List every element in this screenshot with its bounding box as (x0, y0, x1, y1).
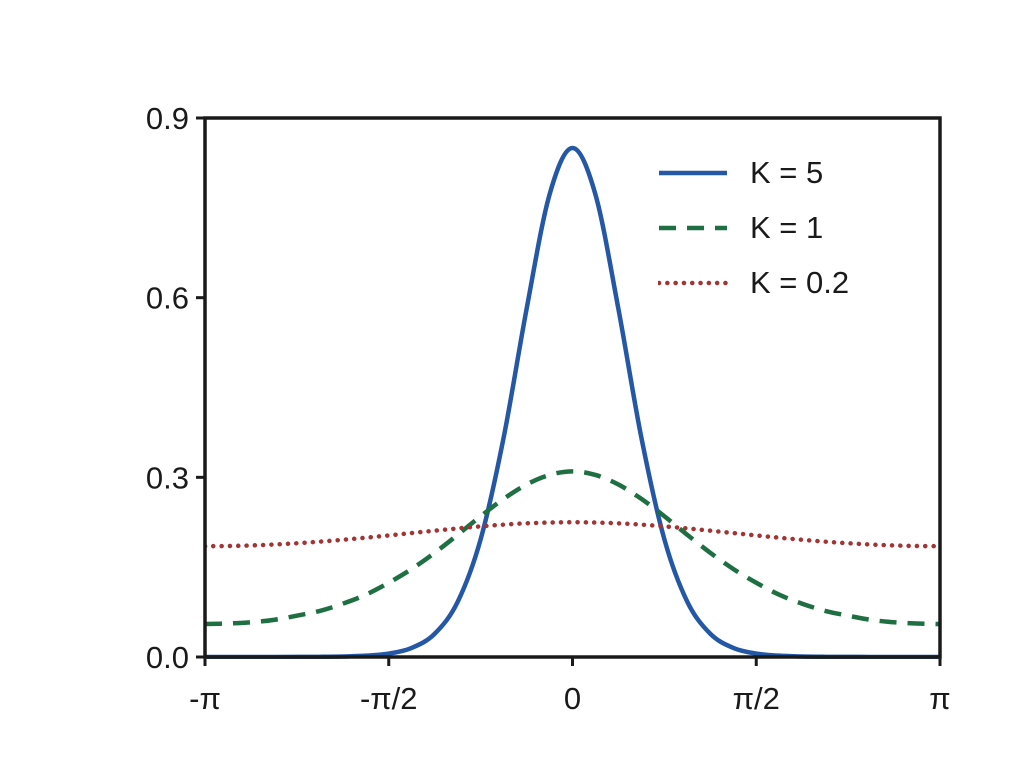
series-line-k-0-2 (205, 520, 940, 549)
legend-label-k-0-2: K = 0.2 (750, 265, 850, 300)
x-tick-label: -π (189, 681, 221, 716)
series-line-k-1 (205, 469, 940, 627)
legend-line-dotted-icon (658, 280, 728, 285)
legend-item-k-0-2: K = 0.2 (658, 264, 849, 301)
plot-frame (203, 116, 942, 659)
legend-line-solid-icon (659, 170, 727, 175)
y-tick-label: 0.6 (146, 281, 189, 316)
legend-item-k-1: K = 1 (658, 209, 849, 246)
legend-label-k-1: K = 1 (750, 210, 824, 245)
legend-item-k-5: K = 5 (658, 154, 849, 191)
y-tick-label: 0.0 (146, 640, 189, 675)
x-tick-label: π/2 (733, 681, 780, 716)
legend: K = 5 K = 1 K = 0.2 (658, 154, 849, 301)
x-tick-label: 0 (564, 681, 581, 716)
x-tick-label: -π/2 (360, 681, 418, 716)
legend-label-k-5: K = 5 (750, 155, 824, 190)
x-tick-label: π (929, 681, 950, 716)
y-tick-label: 0.9 (146, 101, 189, 136)
legend-line-dashed-icon (659, 225, 727, 230)
y-tick-label: 0.3 (146, 460, 189, 495)
